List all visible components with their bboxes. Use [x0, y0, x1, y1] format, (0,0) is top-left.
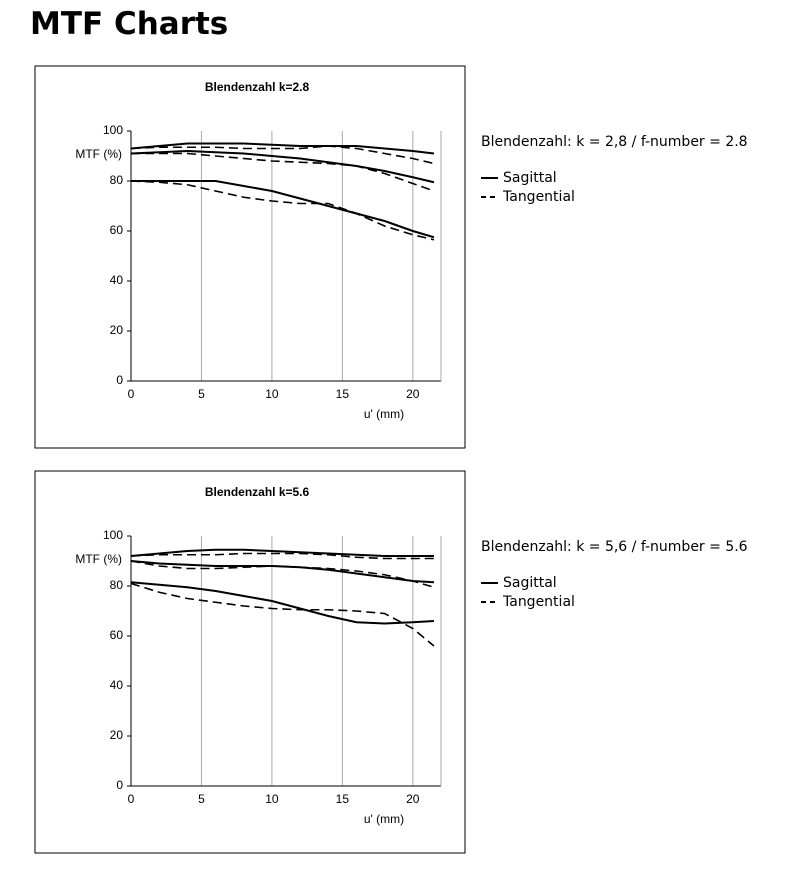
x-tick-label: 20 [406, 792, 420, 806]
y-tick-label: 0 [116, 373, 123, 387]
y-tick-label: 100 [103, 123, 123, 137]
mtf-curve [130, 149, 435, 184]
mtf-curve [130, 552, 434, 560]
mtf-curve [130, 180, 435, 241]
x-axis-label: u' (mm) [364, 812, 404, 826]
x-tick-label: 20 [406, 387, 420, 401]
x-tick-label: 5 [198, 792, 205, 806]
y-tick-label: 20 [110, 323, 124, 337]
x-tick-label: 0 [128, 792, 135, 806]
mtf-curve [131, 180, 435, 239]
x-tick-label: 15 [336, 387, 350, 401]
chart-note: Blendenzahl: k = 2,8 / f-number = 2.8 [481, 134, 748, 150]
chart-title: Blendenzahl k=2.8 [205, 80, 310, 94]
legend-label: Tangential [502, 189, 575, 205]
y-tick-label: 40 [110, 678, 124, 692]
y-tick-label: 40 [110, 273, 124, 287]
y-tick-label: 80 [110, 578, 124, 592]
chart-title: Blendenzahl k=5.6 [205, 485, 310, 499]
y-tick-label: 60 [110, 628, 124, 642]
page-title: MTF Charts [30, 6, 229, 42]
y-tick-label: 80 [110, 173, 124, 187]
y-tick-label: 60 [110, 223, 124, 237]
y-axis-label: MTF (%) [75, 147, 122, 161]
x-tick-label: 5 [198, 387, 205, 401]
mtf-curve [130, 581, 435, 625]
x-tick-label: 0 [128, 387, 135, 401]
y-tick-label: 20 [110, 728, 124, 742]
x-tick-label: 10 [265, 387, 279, 401]
y-tick-label: 0 [116, 778, 123, 792]
mtf-curve [130, 145, 435, 165]
mtf-curve [130, 560, 435, 584]
legend-label: Sagittal [503, 170, 557, 186]
mtf-curve [130, 582, 435, 647]
mtf-curve [130, 142, 435, 155]
chart-frame [34, 65, 466, 449]
mtf-curve [130, 548, 434, 557]
legend-label: Sagittal [503, 575, 557, 591]
chart-note: Blendenzahl: k = 5,6 / f-number = 5.6 [481, 539, 748, 555]
mtf-curve [131, 152, 435, 192]
legend-label: Tangential [502, 594, 575, 610]
y-tick-label: 100 [103, 528, 123, 542]
mtf-curve [130, 560, 435, 589]
x-axis-label: u' (mm) [364, 407, 404, 421]
chart-frame [34, 470, 466, 854]
y-axis-label: MTF (%) [75, 552, 122, 566]
x-tick-label: 10 [265, 792, 279, 806]
x-tick-label: 15 [336, 792, 350, 806]
